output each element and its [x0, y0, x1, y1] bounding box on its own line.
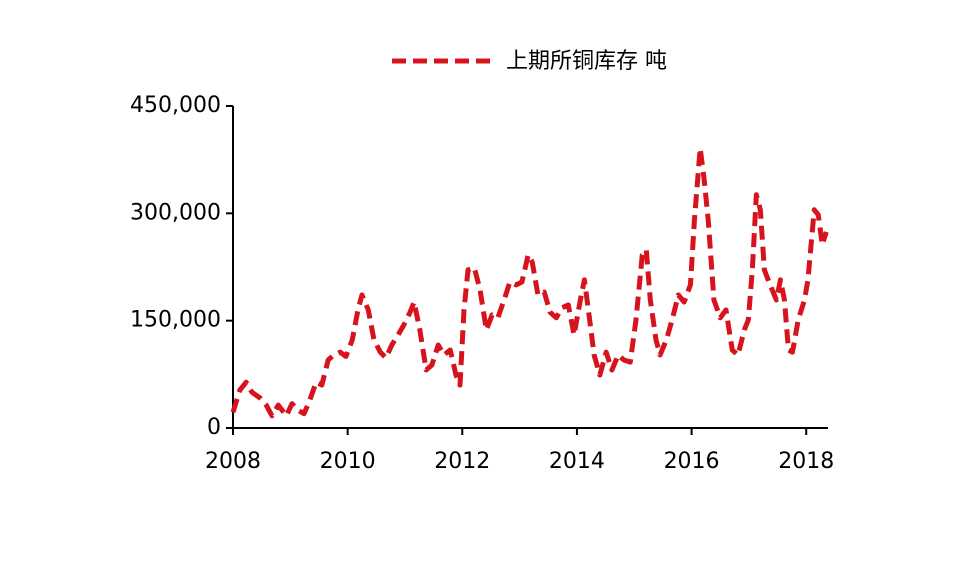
x-tick-label: 2010 [320, 449, 376, 474]
x-tick-label: 2014 [549, 449, 605, 474]
data-line [230, 145, 829, 419]
x-tick-label: 2016 [664, 449, 720, 474]
y-tick-label: 150,000 [130, 308, 221, 333]
x-tick-label: 2018 [778, 449, 834, 474]
y-tick-label: 450,000 [130, 93, 221, 118]
y-tick-label: 0 [207, 415, 221, 440]
x-tick-label: 2008 [205, 449, 261, 474]
x-tick-label: 2012 [434, 449, 490, 474]
y-tick-label: 300,000 [130, 200, 221, 225]
legend-label: 上期所铜库存 吨 [506, 49, 667, 74]
